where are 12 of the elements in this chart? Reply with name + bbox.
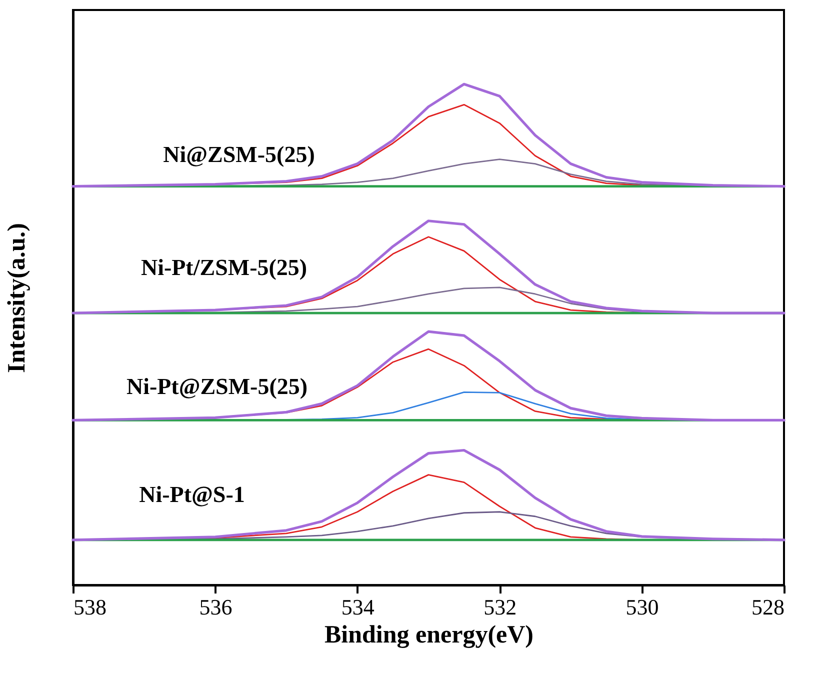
x-tick-label: 532 [484,594,517,620]
annotation: Ni-Pt/ZSM-5(25) [140,255,308,280]
annotation: Ni-Pt@ZSM-5(25) [126,374,308,399]
annotation: Ni@ZSM-5(25) [163,142,315,167]
x-tick-label: 538 [74,594,106,620]
x-tick-label: 536 [199,594,232,620]
annotation: Ni-Pt@S-1 [139,482,245,507]
y-axis-title: Intensity(a.u.) [4,222,30,374]
x-axis-title: Binding energy(eV) [324,622,534,648]
x-tick-label: 528 [752,594,784,620]
x-tick-label: 534 [341,594,374,620]
x-tick-label: 530 [626,594,659,620]
